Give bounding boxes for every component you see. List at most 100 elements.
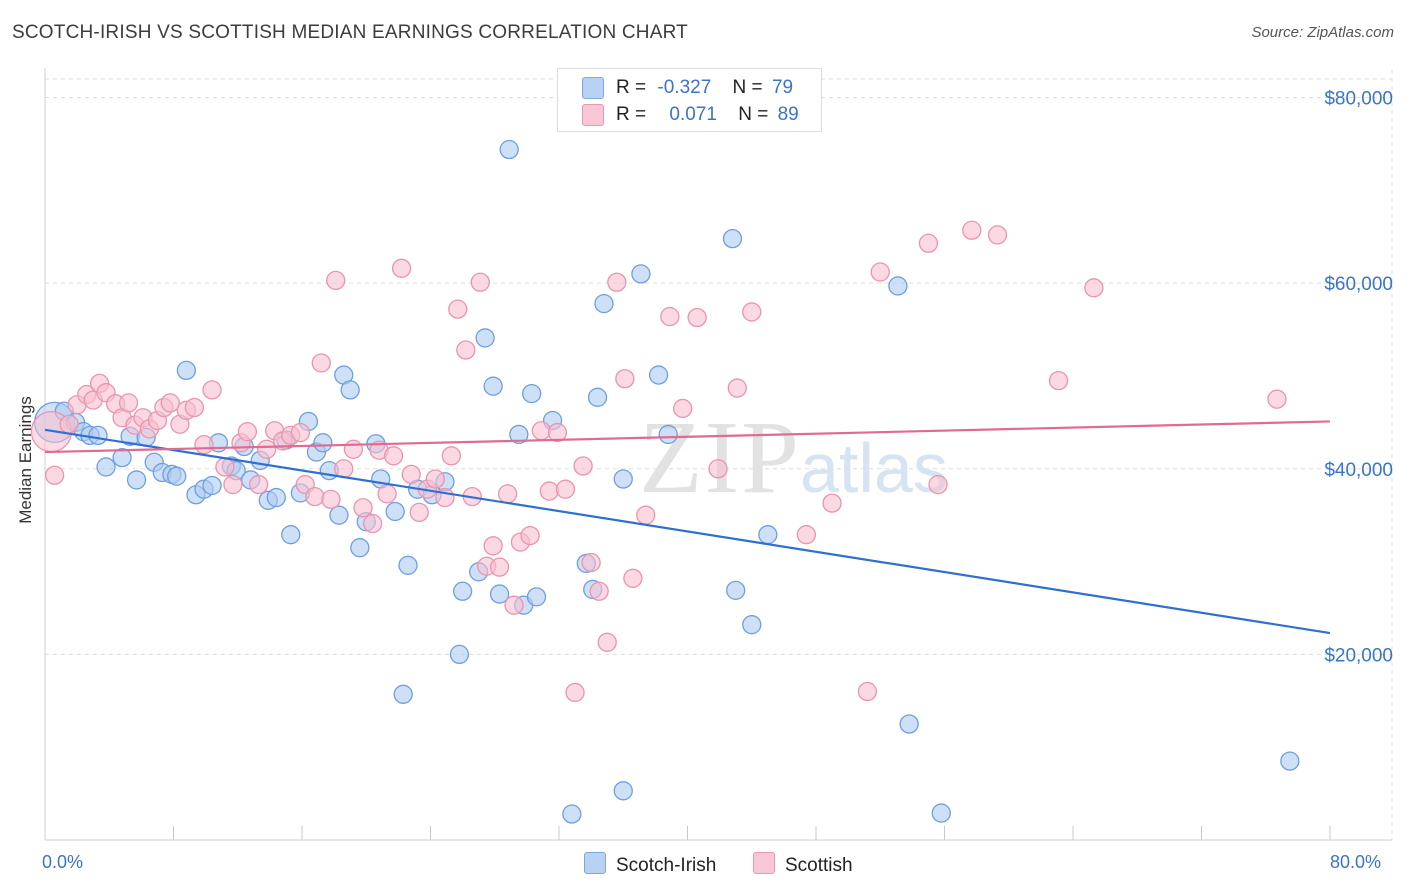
trend-lines [44, 420, 1331, 635]
scottish-point [1267, 389, 1287, 409]
scottish-point [343, 439, 364, 459]
y-axis-label: Median Earnings [16, 396, 35, 524]
scottish-point [456, 340, 476, 360]
source-label: Source: ZipAtlas.com [1251, 24, 1394, 41]
scotch-irish-point [722, 228, 743, 249]
scottish-point [597, 632, 617, 652]
scottish-point [589, 581, 609, 601]
scottish-point [223, 474, 243, 495]
scottish-point [248, 474, 269, 495]
scottish-point [708, 459, 728, 479]
scottish-point [44, 465, 65, 485]
scotch-irish-point [1280, 751, 1300, 771]
scottish-point [531, 421, 551, 441]
scotch-irish-trend-line [44, 428, 1331, 635]
scotch-irish-point [126, 470, 147, 490]
scottish-point [607, 272, 627, 292]
scotch-irish-point [329, 505, 349, 525]
scotch-irish-point [449, 644, 470, 665]
watermark: ZIP [639, 400, 801, 515]
x-tick-label-max: 80.0% [1330, 852, 1382, 872]
scottish-point [202, 380, 222, 400]
scotch-irish-point [587, 387, 608, 407]
scottish-point [377, 484, 397, 504]
scottish-point [660, 306, 680, 327]
chart-title: SCOTCH-IRISH VS SCOTTISH MEDIAN EARNINGS… [12, 22, 688, 43]
scottish-point [615, 369, 635, 389]
scottish-point [520, 525, 540, 546]
scotch-irish-point [888, 276, 908, 296]
scottish-point [673, 398, 693, 419]
scottish-point [290, 422, 311, 443]
scotch-irish-point [393, 684, 413, 704]
scottish-point [326, 270, 346, 291]
r-label: R = [616, 77, 647, 98]
scotch-irish-point [313, 433, 333, 453]
legend-stats-text: R = -0.327 N = 79 [616, 77, 793, 99]
scotch-irish-swatch [582, 77, 604, 99]
scotch-irish-point [648, 365, 669, 385]
scottish-point [742, 302, 762, 322]
axes [44, 68, 1392, 841]
y-tick-label: $20,000 [1324, 645, 1393, 666]
scotch-irish-point [88, 425, 108, 446]
legend-stats-text: R = 0.071 N = 89 [616, 104, 799, 126]
scottish-point [555, 479, 576, 499]
scottish-point [987, 225, 1008, 245]
scottish-point [470, 272, 490, 292]
scotch-irish-point [350, 538, 370, 558]
scotch-irish-point [758, 525, 778, 545]
scottish-point [363, 513, 383, 534]
scottish-point [822, 493, 842, 513]
scotch-irish-point [489, 584, 510, 604]
scotch-irish-point [509, 424, 529, 445]
scotch-irish-point [475, 328, 495, 348]
scotch-irish-point [742, 615, 762, 635]
scotch-irish-point [452, 581, 473, 601]
scottish-point [636, 505, 656, 525]
scotch-irish-point [631, 264, 651, 284]
scottish-point [573, 456, 593, 476]
n-label: N = [732, 77, 763, 98]
scotch-irish-point [522, 383, 542, 404]
scotch-irish-point [899, 714, 919, 734]
y-tick-label: $60,000 [1324, 274, 1393, 295]
y-tick-label: $40,000 [1324, 460, 1393, 481]
scottish-point [918, 233, 939, 253]
r-value: 0.071 [669, 104, 717, 125]
scottish-point [401, 464, 421, 484]
scotch-irish-point [281, 525, 301, 545]
scotch-irish-point [385, 501, 405, 522]
scottish-point [321, 489, 341, 510]
stats-legend: R = -0.327 N = 79 R = 0.071 N = 89 [557, 68, 822, 132]
scottish-point [565, 682, 585, 703]
y-tick-label: $80,000 [1324, 89, 1393, 110]
scottish-point [448, 299, 468, 319]
scottish-point [194, 435, 214, 455]
scotch-irish-point [266, 487, 286, 508]
scotch-irish-point [931, 803, 951, 823]
scotch-irish-point [613, 781, 633, 801]
scottish-point [311, 353, 331, 373]
n-value: 89 [777, 104, 799, 125]
scottish-point [305, 486, 325, 507]
scottish-point [1048, 370, 1069, 391]
scotch-irish-point [483, 376, 503, 396]
r-value: -0.327 [657, 77, 712, 98]
scottish-point [118, 393, 139, 413]
scotch-irish-point [167, 466, 187, 486]
bottom-legend-scottish: Scottish [753, 852, 853, 877]
scottish-point [257, 439, 277, 459]
scottish-point [623, 568, 643, 588]
scotch-irish-legend-swatch [584, 852, 606, 874]
scottish-point [796, 525, 817, 545]
scottish-legend-swatch [753, 852, 775, 874]
scotch-irish-point [526, 587, 547, 607]
scottish-point [441, 446, 462, 466]
scotch-irish-point [340, 380, 360, 400]
scotch-irish-point [613, 469, 633, 489]
r-label: R = [616, 104, 647, 125]
scottish-trend-line [44, 420, 1331, 454]
legend-label: Scottish [785, 855, 853, 876]
